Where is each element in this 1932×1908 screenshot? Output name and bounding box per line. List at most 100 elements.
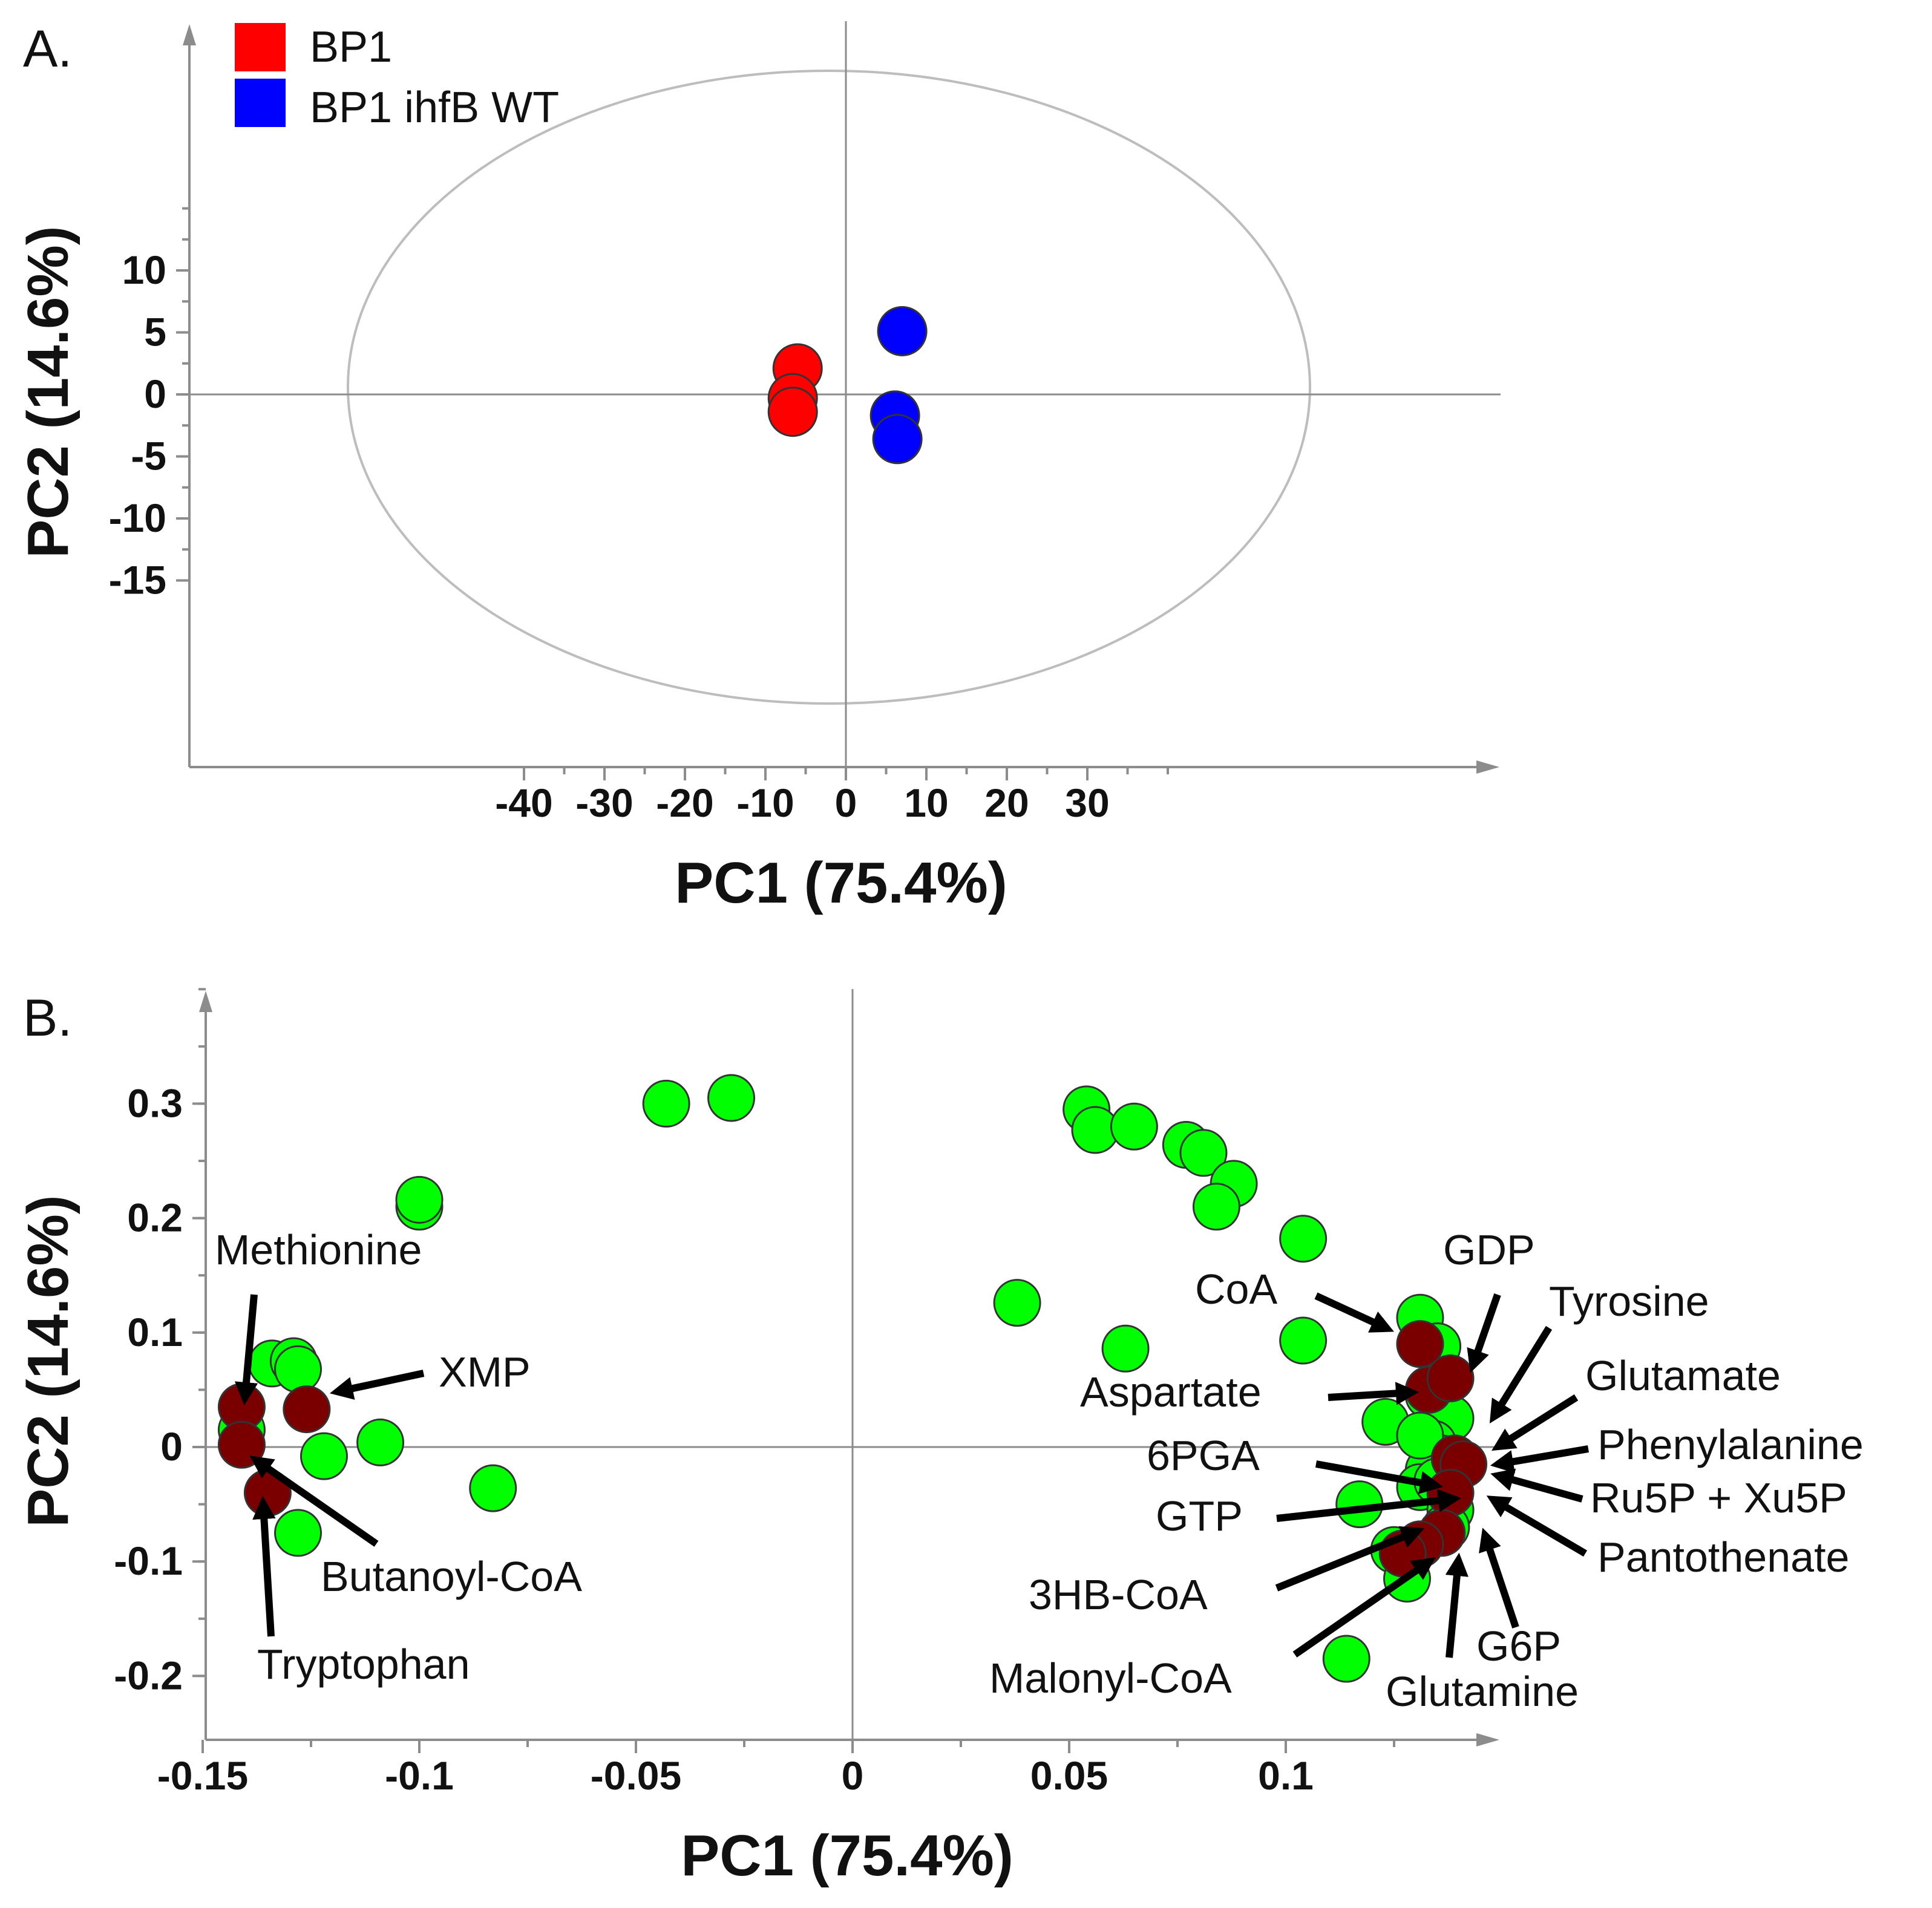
panel-a-y-tick-label: 10 (122, 247, 166, 292)
arrow-malonyl-coa (1292, 1557, 1436, 1658)
panel-b-y-tick-label: 0.2 (127, 1195, 183, 1240)
point-labeled-metabolites (283, 1385, 331, 1434)
panel-a: A. -40 -30 -20 -10 0 10 20 30 10 5 0 -5 -10 -15 PC1 … (16, 20, 1501, 915)
panel-b-annotations: Methionine XMP Butanoyl-CoA Tryptophan C… (215, 1226, 1864, 1715)
annotation-xmp: XMP (439, 1348, 531, 1396)
point-bp1 (767, 387, 818, 437)
annotation-gdp: GDP (1443, 1226, 1535, 1273)
panel-a-confidence-ellipse (347, 70, 1311, 705)
point-other-metabolites (1279, 1215, 1328, 1263)
panel-b: B. -0.15 -0.1 -0.05 0 0.05 0.1 0.30.20.10-0.1… (16, 988, 1864, 1888)
arrow-ru5p-xu5p (1490, 1468, 1583, 1503)
panel-a-x-tick-label: -20 (656, 780, 713, 825)
panel-b-x-tick-label: 0.1 (1258, 1753, 1314, 1798)
point-bp1-ihfb-wt (872, 414, 923, 465)
point-other-metabolites (1179, 1129, 1228, 1177)
point-other-metabolites (1396, 1411, 1444, 1460)
point-other-metabolites (1192, 1183, 1240, 1231)
legend-label-bp1-ihfb-wt: BP1 ihfB WT (310, 83, 559, 132)
panel-b-label: B. (23, 989, 72, 1047)
panel-a-y-axis-arrow (183, 24, 196, 45)
annotation-pantothenate: Pantothenate (1597, 1534, 1849, 1581)
arrow-gdp (1467, 1293, 1501, 1373)
panel-a-x-tick-label: 10 (904, 780, 948, 825)
arrow-glutamate (1492, 1394, 1579, 1451)
panel-a-x-tick-label: 20 (984, 780, 1029, 825)
panel-b-y-axis-arrow (199, 991, 212, 1012)
panel-b-y-tick-label: -0.2 (114, 1653, 183, 1697)
panel-b-annotation-arrows (234, 1292, 1590, 1658)
legend-label-bp1: BP1 (310, 23, 392, 71)
annotation-phenylalanine: Phenylalanine (1597, 1421, 1864, 1468)
panel-b-x-tick-label: -0.05 (591, 1753, 681, 1798)
annotation-tryptophan: Tryptophan (257, 1641, 470, 1688)
panel-a-label: A. (23, 20, 72, 78)
panel-a-points (767, 305, 928, 465)
point-other-metabolites (642, 1079, 690, 1128)
point-labeled-metabolites (1426, 1469, 1475, 1517)
annotation-malonyl-coa: Malonyl-CoA (989, 1655, 1232, 1702)
arrow-coa (1314, 1292, 1394, 1333)
annotation-glutamate: Glutamate (1585, 1352, 1781, 1399)
arrow-xmp (329, 1370, 425, 1400)
point-labeled-metabolites (1426, 1354, 1475, 1402)
panel-b-x-ticks: -0.15 -0.1 -0.05 0 0.05 0.1 (157, 1740, 1395, 1798)
panel-b-y-axis-label: PC2 (14.6%) (16, 1195, 80, 1527)
panel-a-x-axis-arrow (1476, 760, 1499, 774)
arrow-pantothenate (1486, 1495, 1588, 1557)
annotation-6pga: 6PGA (1147, 1432, 1260, 1479)
panel-b-x-tick-label: -0.1 (385, 1753, 454, 1798)
arrow-tryptophan (252, 1495, 276, 1637)
panel-a-legend: BP1 BP1 ihfB WT (235, 23, 559, 132)
panel-a-x-tick-label: -10 (736, 780, 794, 825)
arrow-g6p (1479, 1527, 1519, 1629)
annotation-3hb-coa: 3HB-CoA (1029, 1571, 1208, 1618)
panel-a-x-tick-label: -40 (495, 780, 552, 825)
point-other-metabolites (356, 1418, 405, 1466)
panel-b-y-ticks: 0.3 0.2 0.1 0 -0.1 -0.2 (114, 988, 206, 1697)
panel-a-y-axis-label: PC2 (14.6%) (16, 226, 80, 558)
point-other-metabolites (993, 1279, 1041, 1327)
point-other-metabolites (1110, 1102, 1158, 1151)
point-other-metabolites (274, 1509, 323, 1557)
panel-a-y-tick-label: -10 (109, 495, 166, 540)
panel-b-y-tick-label: -0.1 (114, 1538, 183, 1583)
panel-b-y-tick-label: 0 (160, 1424, 183, 1469)
annotation-aspartate: Aspartate (1080, 1368, 1262, 1416)
panel-b-x-tick-label: 0.05 (1030, 1753, 1108, 1798)
panel-a-y-tick-label: -15 (109, 558, 166, 603)
annotation-gtp: GTP (1156, 1492, 1243, 1540)
panel-a-y-tick-label: 0 (144, 371, 166, 416)
panel-a-x-axis-label: PC1 (75.4%) (675, 851, 1007, 915)
legend-swatch-bp1 (235, 23, 286, 71)
panel-b-points (217, 1074, 1488, 1683)
point-other-metabolites (469, 1464, 517, 1512)
annotation-coa: CoA (1195, 1266, 1277, 1313)
arrow-glutamine (1445, 1552, 1469, 1658)
arrow-butanoyl-coa (249, 1456, 379, 1547)
arrow-methionine (234, 1294, 258, 1406)
panel-b-x-axis-label: PC1 (75.4%) (681, 1823, 1013, 1888)
panel-a-x-tick-label: 0 (835, 780, 857, 825)
annotation-methionine: Methionine (215, 1226, 422, 1273)
point-labeled-metabolites (1396, 1320, 1444, 1368)
annotation-butanoyl-coa: Butanoyl-CoA (321, 1553, 582, 1600)
panel-a-x-ticks: -40 -30 -20 -10 0 10 20 30 (495, 767, 1169, 825)
arrow-aspartate (1328, 1382, 1420, 1405)
panel-a-x-tick-label: -30 (575, 780, 633, 825)
arrow-gtp (1276, 1489, 1462, 1522)
panel-a-y-tick-label: 5 (144, 310, 166, 354)
panel-a-y-tick-label: -5 (131, 434, 166, 479)
point-other-metabolites (1279, 1316, 1328, 1365)
legend-swatch-bp1-ihfb-wt (235, 79, 286, 127)
panel-b-x-tick-label: 0 (842, 1753, 864, 1798)
panel-b-x-axis-arrow (1476, 1733, 1499, 1746)
panel-a-y-ticks: 10 5 0 -5 -10 -15 (109, 207, 189, 603)
arrow-3hb-coa (1275, 1526, 1425, 1592)
annotation-g6p: G6P (1476, 1622, 1561, 1670)
point-other-metabolites (1101, 1324, 1150, 1373)
point-bp1-ihfb-wt (877, 305, 928, 356)
arrow-tyrosine (1489, 1325, 1553, 1424)
point-other-metabolites (707, 1074, 756, 1122)
